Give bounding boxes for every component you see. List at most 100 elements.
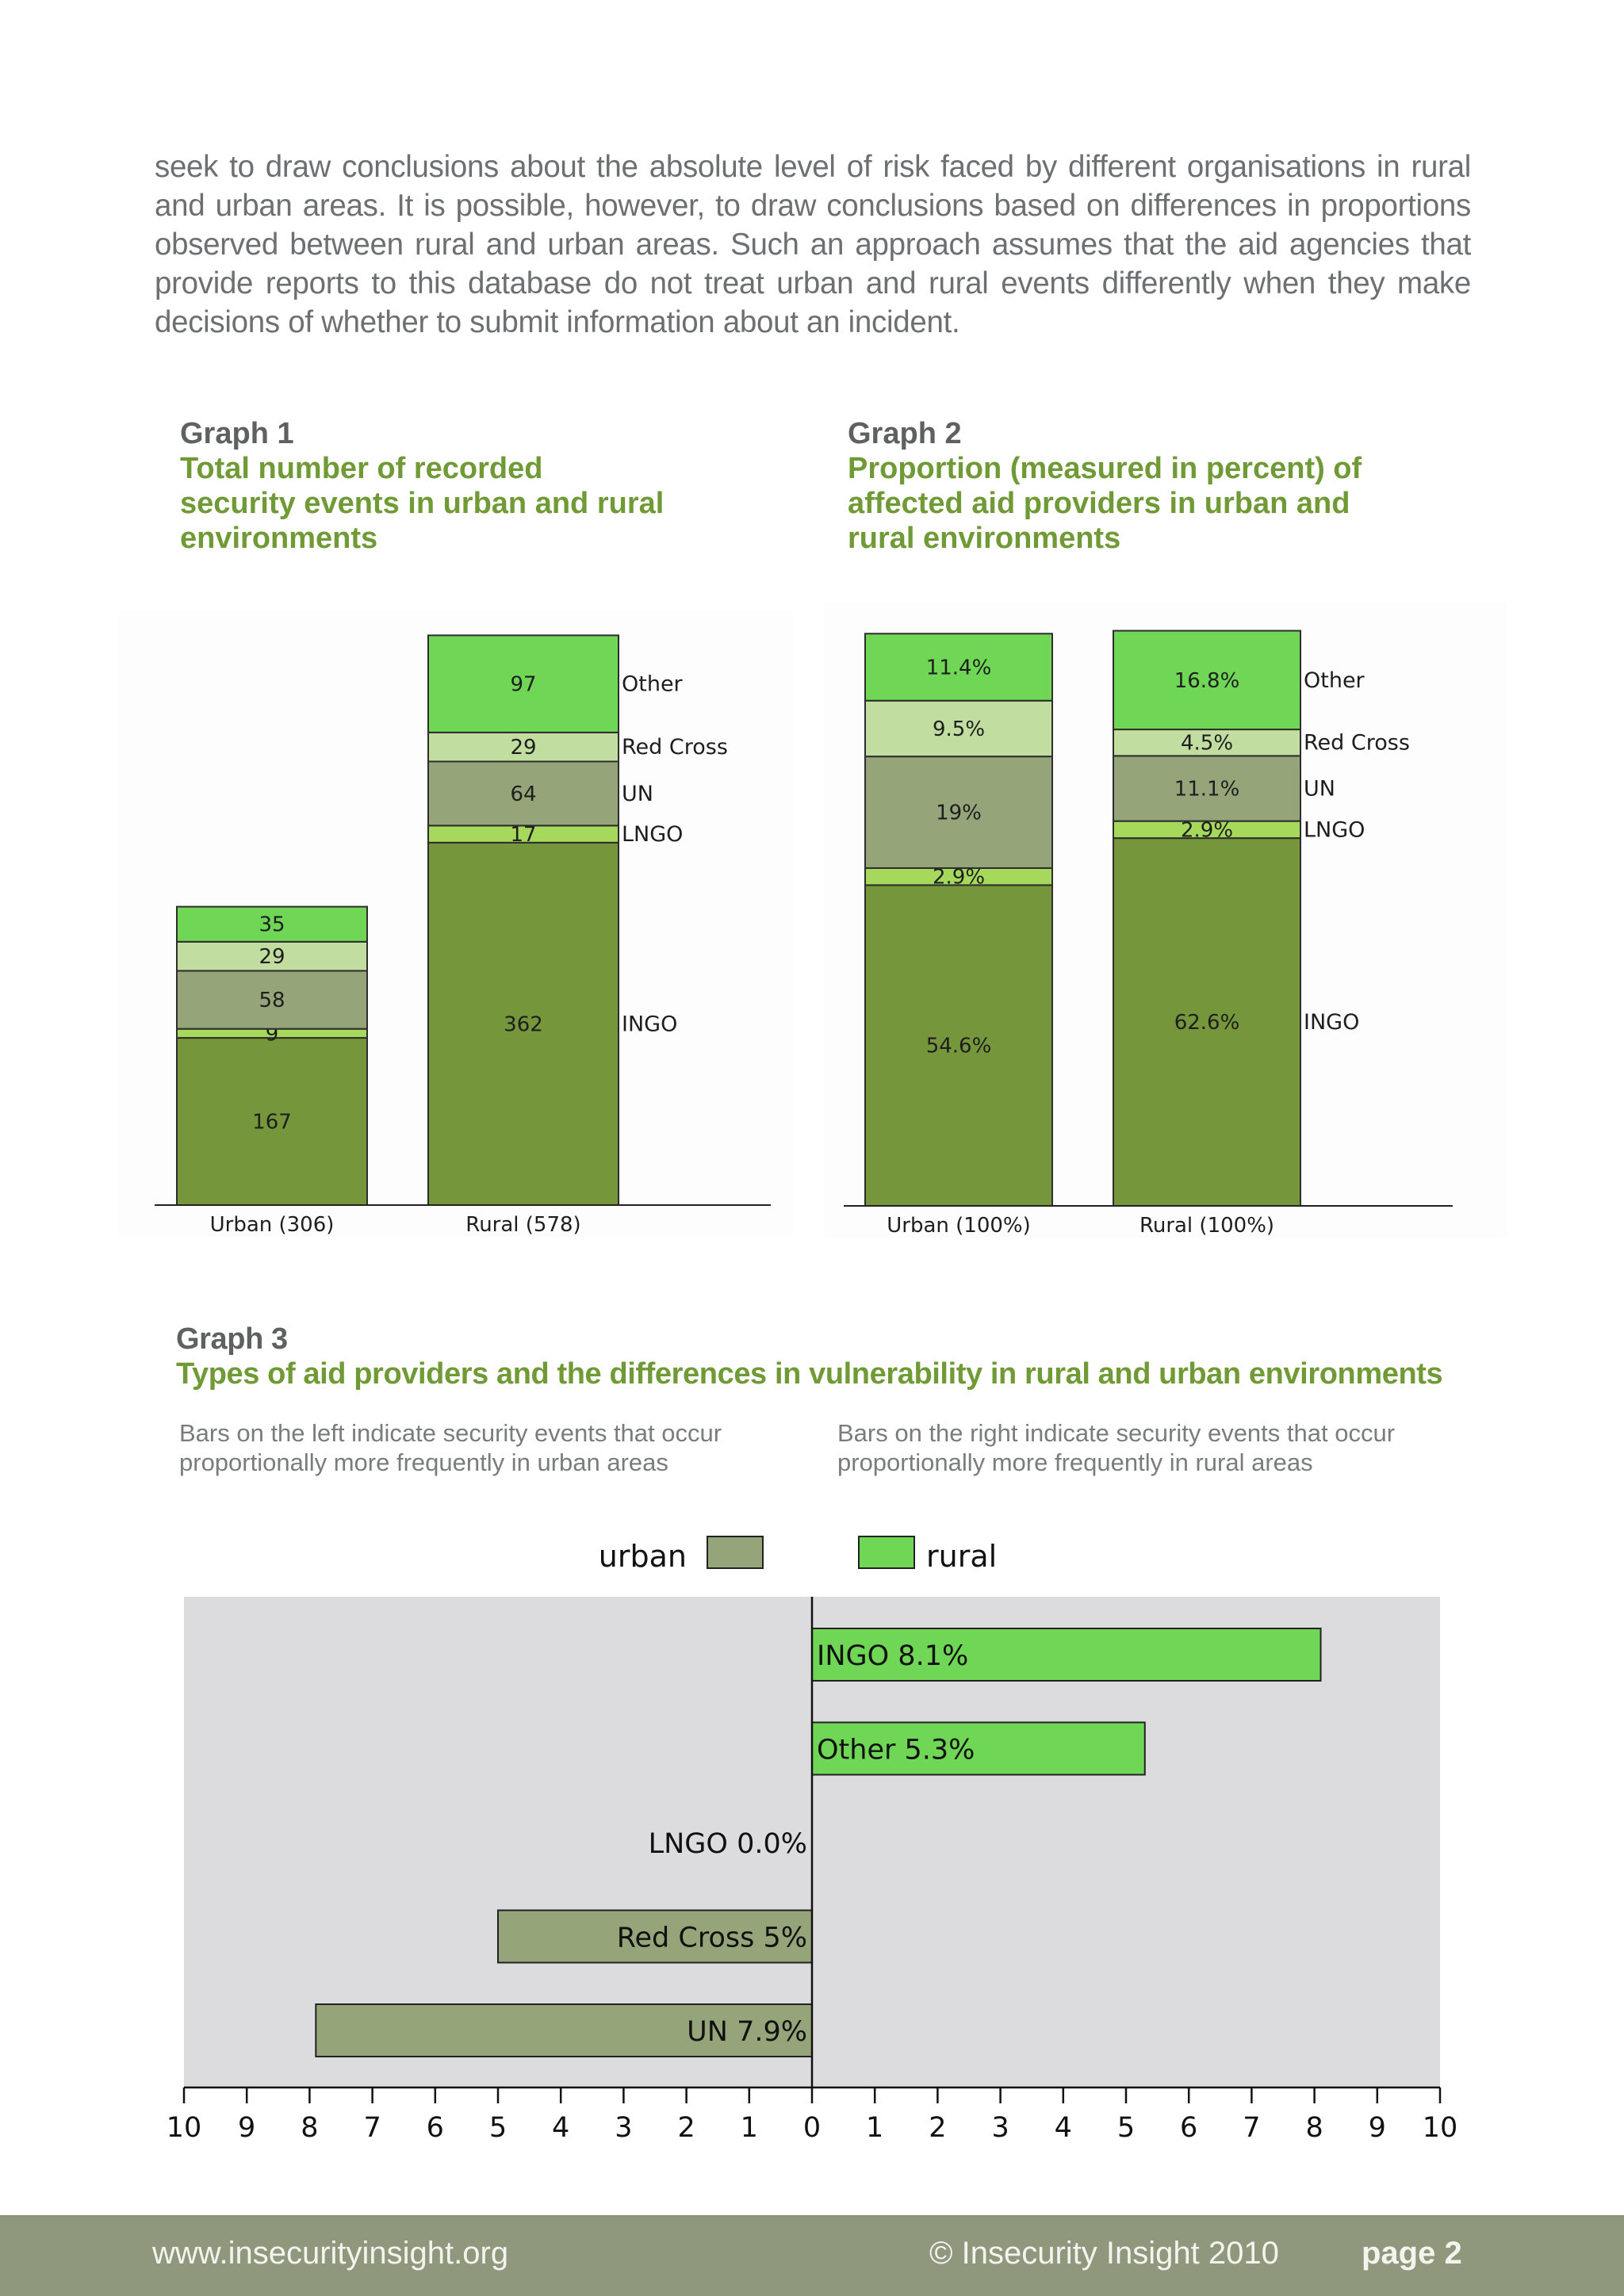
category-label: Urban (306) [210, 1213, 335, 1237]
data-label-red-cross: 29 [259, 945, 285, 969]
page-footer: www.insecurityinsight.org © Insecurity I… [0, 2215, 1624, 2296]
category-label: Urban (100%) [887, 1214, 1031, 1238]
series-label-ingo: INGO [1304, 1010, 1359, 1035]
x-tick-label: 0 [803, 2112, 821, 2144]
legend-swatch-urban [707, 1536, 764, 1569]
bar-segment-un [1113, 755, 1301, 822]
graph2-chart: 54.6% 2.9% 19% 9.5% 11.4% Urban (100%) 62.6% 2.… [825, 603, 1507, 1238]
graph1-title-line: Total number of recorded [180, 452, 543, 485]
graph3-chart: urban rural INGO 8.1% Other 5.3% LNGO 0.0% Re… [0, 1506, 1624, 2164]
x-tick-label: 3 [991, 2112, 1009, 2144]
graph2-heading: Graph 2 Proportion (measured in percent)… [848, 416, 1362, 556]
graph2-title-line: affected aid providers in urban and [848, 487, 1350, 520]
series-label-un: UN [1304, 777, 1335, 802]
graph1-title-line: security events in urban and rural [180, 487, 665, 520]
data-label-lngo: 2.9% [933, 866, 985, 890]
x-tick-label: 9 [1369, 2112, 1386, 2144]
bar-label-ingo: INGO 8.1% [817, 1640, 968, 1672]
bar-label-other: Other 5.3% [817, 1735, 975, 1766]
data-label-ingo: 62.6% [1174, 1011, 1240, 1035]
x-tick-label: 5 [1117, 2112, 1135, 2144]
bar-segment-other [427, 634, 619, 733]
bar-segment-other [176, 905, 368, 943]
x-tick-label: 6 [427, 2112, 444, 2144]
x-tick-label: 9 [238, 2112, 255, 2144]
footer-page-number: page 2 [1362, 2236, 1462, 2271]
x-tick-label: 7 [363, 2112, 381, 2144]
legend-swatch-rural [858, 1536, 915, 1569]
bar-un [315, 2003, 813, 2057]
graph3-label: Graph 3 [176, 1322, 288, 1356]
x-tick-label: 10 [167, 2112, 202, 2144]
bar-label-lngo: LNGO 0.0% [649, 1828, 807, 1860]
note-line: Bars on the left indicate security event… [179, 1419, 722, 1447]
x-tick-label: 1 [741, 2112, 758, 2144]
data-label-ingo: 362 [504, 1012, 543, 1036]
x-tick-label: 4 [1055, 2112, 1072, 2144]
bar-segment-ingo [427, 841, 619, 1206]
series-label-lngo: LNGO [622, 822, 683, 847]
footer-copyright: © Insecurity Insight 2010 [929, 2236, 1279, 2271]
data-label-other: 16.8% [1174, 669, 1240, 693]
graph1-title-line: environments [180, 522, 378, 555]
legend-label-urban: urban [599, 1539, 687, 1574]
bar-segment-un [864, 756, 1053, 869]
x-tick-label: 5 [489, 2112, 507, 2144]
data-label-red-cross: 4.5% [1181, 732, 1233, 756]
graph3-left-note: Bars on the left indicate security event… [179, 1418, 722, 1477]
data-label-un: 19% [936, 802, 982, 825]
bar-segment-red-cross [864, 699, 1053, 758]
note-line: proportionally more frequently in urban … [179, 1448, 668, 1476]
series-label-other: Other [1304, 668, 1365, 693]
graph2-label: Graph 2 [848, 417, 962, 450]
data-label-lngo: 17 [510, 823, 536, 847]
data-label-un: 58 [259, 989, 285, 1012]
bar-segment-ingo [1113, 837, 1301, 1207]
x-tick-label: 4 [552, 2112, 569, 2144]
data-label-lngo: 2.9% [1181, 818, 1233, 842]
data-label-other: 35 [259, 913, 285, 937]
series-label-other: Other [622, 672, 684, 697]
data-label-ingo: 167 [252, 1111, 292, 1135]
graph2-title-line: Proportion (measured in percent) of [848, 452, 1362, 485]
x-tick-label: 8 [1305, 2112, 1323, 2144]
x-tick-label: 2 [929, 2112, 946, 2144]
x-tick-label: 3 [615, 2112, 632, 2144]
footer-website[interactable]: www.insecurityinsight.org [152, 2236, 509, 2271]
data-label-red-cross: 29 [510, 736, 536, 760]
note-line: proportionally more frequently in rural … [837, 1448, 1313, 1476]
bar-segment-red-cross [176, 940, 368, 972]
x-tick-label: 1 [866, 2112, 883, 2144]
graph2-title-line: rural environments [848, 522, 1121, 555]
legend-label-rural: rural [926, 1539, 997, 1574]
x-tick-label: 7 [1243, 2112, 1260, 2144]
category-label: Rural (578) [465, 1213, 580, 1237]
series-label-red-cross: Red Cross [1304, 731, 1410, 756]
note-line: Bars on the right indicate security even… [837, 1419, 1396, 1447]
series-label-un: UN [622, 782, 653, 806]
data-label-un: 11.1% [1174, 778, 1240, 802]
bar-segment-red-cross [1113, 729, 1301, 757]
bar-ingo [811, 1628, 1322, 1682]
graph3-title: Types of aid providers and the differenc… [176, 1357, 1443, 1391]
bar-segment-un [427, 760, 619, 827]
x-tick-label: 8 [301, 2112, 318, 2144]
x-tick-label: 10 [1423, 2112, 1458, 2144]
series-label-red-cross: Red Cross [622, 735, 728, 760]
x-tick-label: 6 [1180, 2112, 1197, 2144]
series-label-lngo: LNGO [1304, 817, 1365, 842]
bar-segment-ingo [864, 884, 1053, 1207]
data-label-red-cross: 9.5% [933, 718, 985, 741]
bar-label-red-cross: Red Cross 5% [617, 1923, 807, 1954]
series-label-ingo: INGO [622, 1012, 677, 1036]
data-label-ingo: 54.6% [926, 1035, 992, 1058]
graph1-label: Graph 1 [180, 417, 294, 450]
intro-paragraph: seek to draw conclusions about the absol… [155, 150, 1471, 339]
bar-segment-ingo [176, 1037, 368, 1207]
bar-segment-other [1113, 629, 1301, 731]
bar-red-cross [497, 1909, 813, 1964]
graph3-heading: Graph 3 Types of aid providers and the d… [176, 1322, 1443, 1391]
category-label: Rural (100%) [1139, 1214, 1274, 1238]
graph1-heading: Graph 1 Total number of recorded securit… [180, 416, 664, 556]
